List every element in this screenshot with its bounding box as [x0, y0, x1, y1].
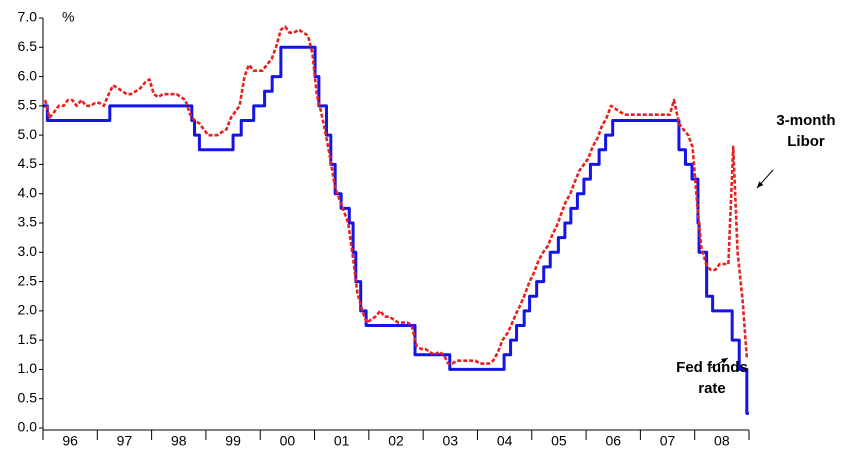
x-tick-label: 01	[334, 433, 350, 449]
x-tick-label: 99	[225, 433, 241, 449]
y-tick-label: 7.0	[18, 9, 38, 25]
x-tick-label: 05	[551, 433, 567, 449]
fed-arrow-head	[721, 358, 728, 364]
y-tick-label: 0.5	[18, 389, 38, 405]
y-tick-label: 3.0	[18, 243, 38, 259]
libor-arrow-head	[757, 181, 764, 188]
y-tick-label: 5.5	[18, 97, 38, 113]
series-line	[43, 45, 749, 415]
y-tick-label: 5.0	[18, 126, 38, 142]
x-tick-label: 04	[497, 433, 513, 449]
y-tick-label: 2.5	[18, 272, 38, 288]
y-tick-label: 6.0	[18, 67, 38, 83]
y-tick-label: 4.5	[18, 155, 38, 171]
fed-funds-label: Fed funds rate	[676, 359, 748, 397]
y-tick-label: 0.0	[18, 419, 38, 435]
y-tick-label: 3.5	[18, 214, 38, 230]
x-tick-label: 97	[117, 433, 133, 449]
x-tick-label: 98	[171, 433, 187, 449]
y-tick-label: 4.0	[18, 184, 38, 200]
y-tick-label: 6.5	[18, 38, 38, 54]
x-tick-label: 02	[388, 433, 404, 449]
y-axis-label: %	[62, 9, 74, 25]
x-tick-label: 06	[605, 433, 621, 449]
libor-label: 3-month Libor	[776, 112, 836, 150]
x-tick-label: 96	[62, 433, 78, 449]
y-tick-label: 2.0	[18, 302, 38, 318]
y-tick-label: 1.0	[18, 360, 38, 376]
x-tick-label: 08	[714, 433, 730, 449]
x-tick-label: 03	[443, 433, 459, 449]
x-tick-label: 07	[660, 433, 676, 449]
series-line	[43, 25, 749, 365]
x-tick-label: 00	[280, 433, 296, 449]
y-tick-label: 1.5	[18, 331, 38, 347]
